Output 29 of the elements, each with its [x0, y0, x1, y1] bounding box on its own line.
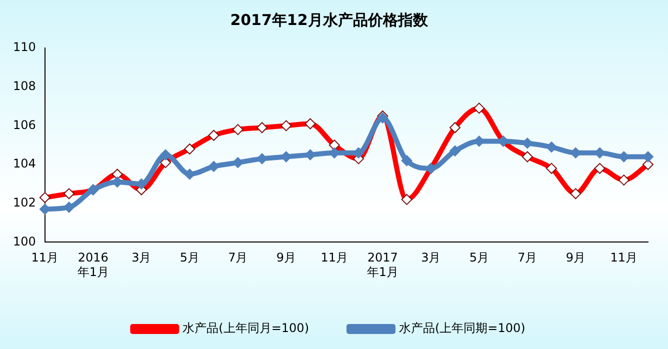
- point: [232, 157, 244, 168]
- legend-label: 水产品(上年同月=100): [182, 321, 310, 336]
- point: [160, 149, 172, 160]
- y-tick-label: 100: [13, 234, 36, 248]
- x-tick-label: 9月: [276, 250, 296, 265]
- x-tick-label: 2017 年1月: [366, 250, 398, 279]
- legend-label: 水产品(上年同期=100): [399, 321, 526, 336]
- x-tick-label: 5月: [469, 250, 489, 265]
- y-tick-label: 106: [13, 118, 36, 132]
- x-tick-label: 3月: [132, 250, 152, 265]
- y-tick-label: 108: [13, 78, 36, 93]
- x-tick-label: 5月: [180, 250, 200, 265]
- x-tick-label: 7月: [228, 250, 248, 265]
- y-tick-label: 110: [13, 40, 36, 54]
- x-tick-label: 7月: [518, 250, 538, 265]
- point: [546, 142, 558, 153]
- point: [401, 155, 412, 166]
- point: [450, 145, 461, 156]
- point: [208, 160, 220, 172]
- x-tick-label: 9月: [566, 250, 586, 265]
- chart-title: 2017年12月水产品价格指数: [230, 10, 429, 29]
- point: [64, 202, 75, 213]
- x-tick-label: 11月: [610, 250, 638, 265]
- x-tick-label: 2016 年1月: [77, 250, 109, 279]
- y-tick-label: 102: [13, 195, 36, 210]
- x-tick-label: 11月: [31, 250, 59, 265]
- x-tick-label: 11月: [320, 250, 348, 265]
- x-tick-label: 3月: [421, 250, 441, 265]
- y-tick-label: 104: [13, 156, 36, 171]
